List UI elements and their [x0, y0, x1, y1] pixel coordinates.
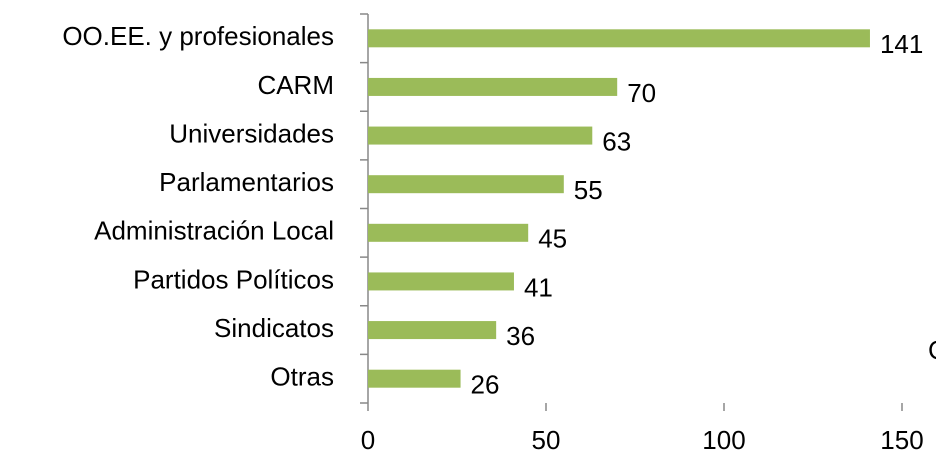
bar: [368, 369, 461, 388]
y-tick-label: Sindicatos: [214, 313, 334, 343]
y-tick-label: Universidades: [169, 118, 334, 148]
x-tick-label: 150: [880, 425, 923, 455]
bar: [368, 321, 497, 340]
value-label: 141: [880, 29, 923, 59]
y-tick-label: CARM: [257, 70, 334, 100]
y-tick-label: Otras: [270, 362, 334, 392]
annotation: C: [928, 335, 936, 365]
bar: [368, 29, 870, 48]
value-label: 36: [506, 321, 535, 351]
value-label: 70: [627, 78, 656, 108]
x-tick-label: 100: [702, 425, 745, 455]
bar: [368, 126, 593, 145]
value-label: 63: [602, 126, 631, 156]
bar: [368, 272, 514, 291]
y-tick-label: OO.EE. y profesionales: [62, 21, 334, 51]
value-label: 55: [574, 175, 603, 205]
x-tick-label: 0: [361, 425, 375, 455]
bar: [368, 175, 564, 194]
y-tick-label: Administración Local: [94, 216, 334, 246]
value-label: 45: [538, 224, 567, 254]
bar: [368, 77, 618, 96]
value-label: 41: [524, 272, 553, 302]
y-tick-label: Partidos Políticos: [133, 264, 334, 294]
y-tick-label: Parlamentarios: [159, 167, 334, 197]
bar: [368, 223, 529, 242]
value-label: 26: [471, 370, 500, 400]
x-tick-label: 50: [532, 425, 561, 455]
